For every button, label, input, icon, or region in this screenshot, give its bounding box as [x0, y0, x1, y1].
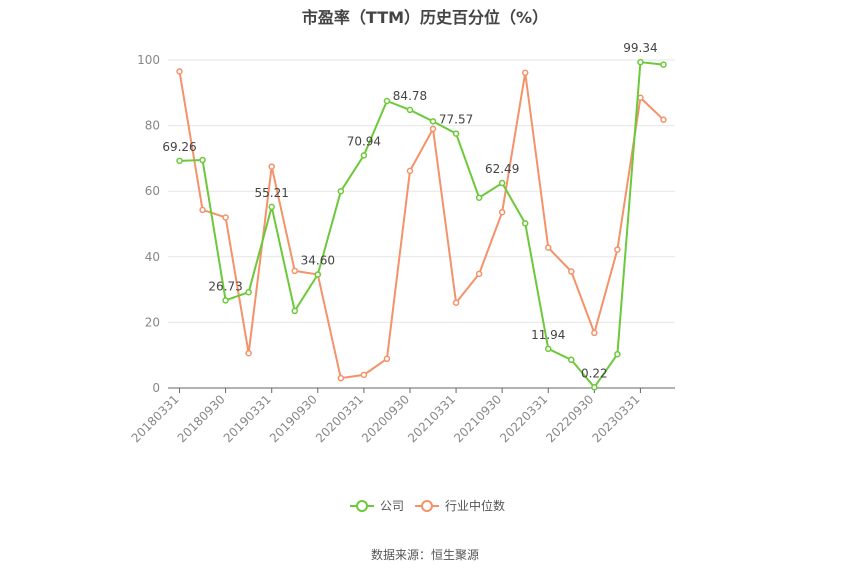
legend-marker-1 — [421, 500, 433, 512]
x-tick-label: 20190930 — [267, 392, 320, 445]
x-tick-label: 20210930 — [451, 392, 504, 445]
y-tick-label: 40 — [145, 250, 160, 264]
data-point — [406, 106, 414, 114]
y-tick-label: 60 — [145, 184, 160, 198]
data-label: 34.60 — [301, 254, 335, 268]
data-point — [314, 271, 322, 278]
data-point — [429, 118, 437, 125]
data-point — [568, 356, 575, 364]
chart-title: 市盈率（TTM）历史百分位（%） — [301, 8, 549, 27]
data-point — [637, 58, 644, 66]
x-tick-label: 20180930 — [175, 392, 228, 445]
data-point — [291, 267, 298, 275]
data-point — [591, 384, 598, 391]
series-line-0 — [179, 61, 664, 389]
data-point — [360, 152, 368, 159]
series-layer — [176, 58, 667, 391]
y-tick-label: 0 — [152, 381, 160, 395]
y-axis-ticks: 0 20 40 60 80 100 — [137, 53, 160, 395]
data-point — [521, 69, 529, 77]
data-label: 77.57 — [439, 113, 473, 127]
data-point — [614, 350, 621, 358]
data-point — [568, 268, 575, 275]
x-tick-label: 20200331 — [313, 392, 366, 445]
y-tick-label: 20 — [145, 315, 160, 329]
x-tick-label: 20230331 — [589, 392, 642, 445]
data-point — [452, 299, 460, 306]
data-point — [268, 163, 275, 170]
data-point — [660, 61, 667, 68]
data-point — [245, 349, 252, 357]
data-point — [406, 167, 414, 175]
data-point — [337, 374, 345, 382]
x-tick-label: 20220331 — [497, 392, 550, 445]
data-point — [245, 288, 252, 296]
data-point — [475, 194, 483, 202]
data-point — [176, 68, 183, 75]
data-point — [176, 157, 183, 165]
data-point — [498, 208, 506, 216]
data-point — [360, 371, 368, 379]
data-point — [591, 329, 598, 337]
data-point — [291, 307, 298, 315]
series-line-1 — [178, 71, 665, 380]
data-point — [545, 244, 552, 251]
data-point — [614, 246, 621, 253]
data-label: 62.49 — [485, 162, 519, 176]
data-point — [222, 214, 229, 221]
data-point — [475, 270, 483, 278]
data-point — [660, 116, 667, 123]
legend-label-0: 公司 — [380, 499, 404, 513]
x-tick-label: 20180331 — [129, 392, 182, 445]
data-label: 26.73 — [208, 279, 242, 293]
legend-label-1: 行业中位数 — [445, 498, 505, 513]
y-tick-label: 80 — [145, 119, 160, 133]
data-point — [199, 206, 206, 214]
data-source: 数据来源：恒生聚源 — [370, 548, 479, 562]
x-tick-label: 20200930 — [359, 392, 412, 445]
data-label: 55.21 — [255, 186, 289, 200]
data-point — [498, 179, 506, 187]
data-label: 11.94 — [531, 328, 565, 342]
legend-marker-0 — [356, 500, 368, 512]
data-point — [337, 187, 345, 195]
y-tick-label: 100 — [137, 53, 160, 67]
data-point — [452, 130, 460, 137]
data-label: 99.34 — [623, 41, 657, 55]
data-point — [268, 203, 275, 211]
data-labels: 69.26 26.73 55.21 34.60 70.94 84.78 77.57 62.49… — [162, 41, 657, 380]
x-tick-label: 20210331 — [405, 392, 458, 445]
data-point — [383, 355, 391, 363]
x-tick-label: 20220930 — [543, 392, 596, 445]
x-axis-ticks: 2018033120180930201903312019093020200331… — [129, 388, 643, 445]
data-point — [545, 345, 552, 353]
data-label: 84.78 — [393, 89, 427, 103]
x-tick-label: 20190331 — [221, 392, 274, 445]
data-label: 70.94 — [347, 134, 381, 148]
legend: 公司 行业中位数 — [350, 498, 505, 513]
data-label: 0.22 — [581, 366, 608, 380]
data-point — [222, 297, 229, 304]
data-point — [199, 156, 206, 164]
data-point — [429, 125, 437, 133]
data-label: 69.26 — [162, 140, 196, 154]
data-point — [383, 97, 391, 105]
data-point — [521, 220, 529, 227]
